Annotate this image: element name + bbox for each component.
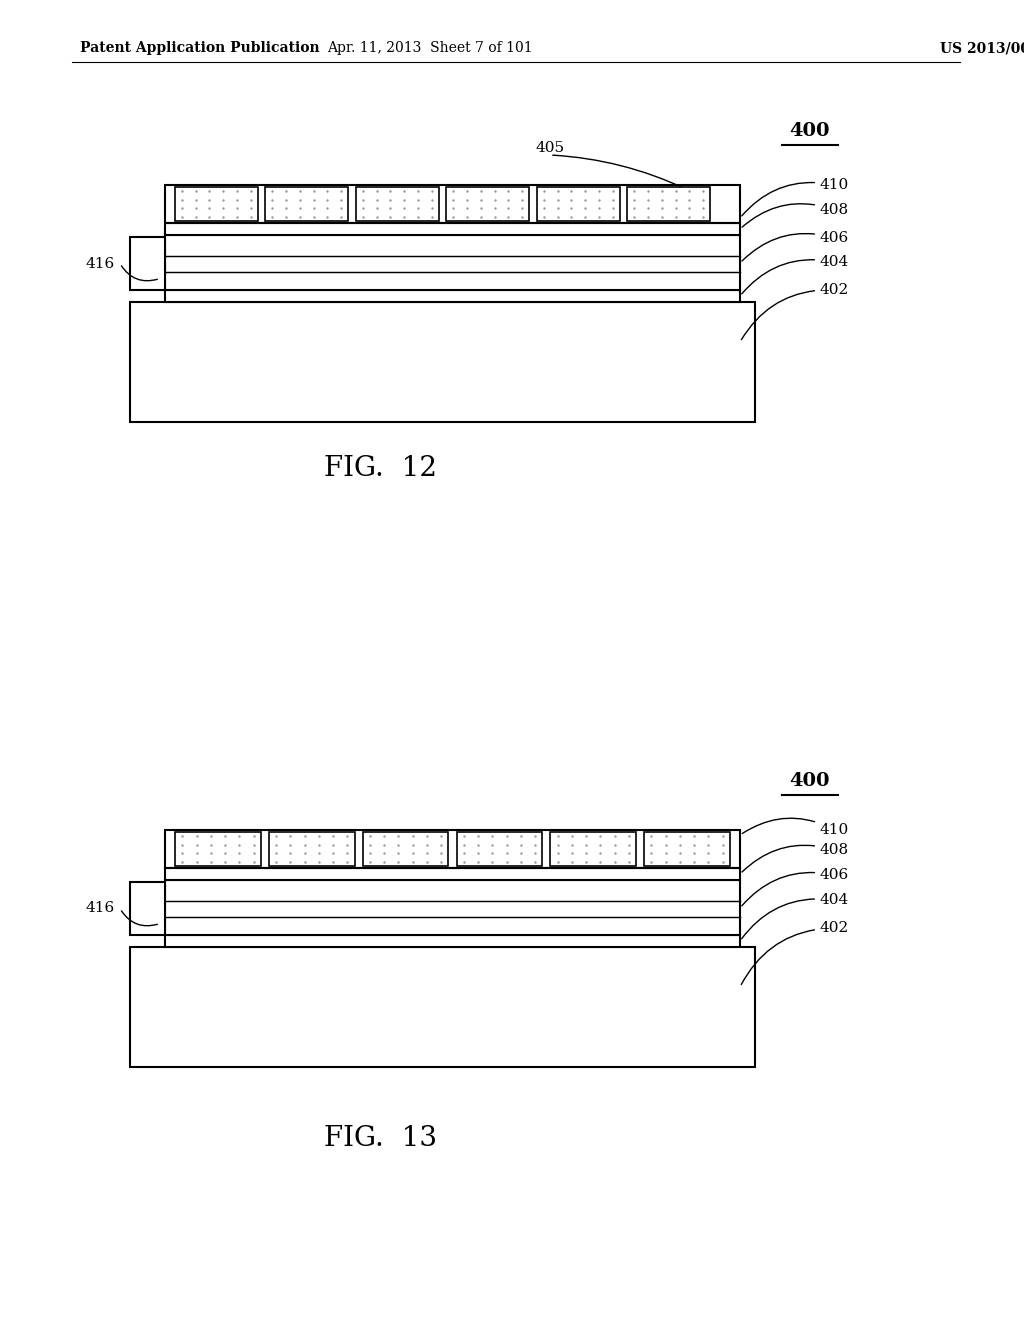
Text: 410: 410 xyxy=(742,818,849,837)
Bar xyxy=(130,882,165,935)
Bar xyxy=(356,187,438,220)
Text: 405: 405 xyxy=(536,141,564,154)
Bar xyxy=(130,302,755,422)
Bar xyxy=(269,832,354,866)
Bar xyxy=(175,832,261,866)
Bar xyxy=(165,935,740,946)
Bar xyxy=(644,832,730,866)
Text: Apr. 11, 2013  Sheet 7 of 101: Apr. 11, 2013 Sheet 7 of 101 xyxy=(328,41,532,55)
Bar xyxy=(165,185,740,223)
Bar xyxy=(175,187,257,220)
Bar xyxy=(446,187,529,220)
Bar xyxy=(165,235,740,290)
Text: 400: 400 xyxy=(790,772,830,789)
Text: 416: 416 xyxy=(86,902,115,916)
Text: 404: 404 xyxy=(741,255,849,294)
Text: 402: 402 xyxy=(741,921,849,985)
Text: 406: 406 xyxy=(742,231,849,261)
Bar xyxy=(265,187,348,220)
Text: 402: 402 xyxy=(741,282,849,339)
Bar xyxy=(362,832,449,866)
Bar xyxy=(130,946,755,1067)
Text: Patent Application Publication: Patent Application Publication xyxy=(80,41,319,55)
Bar xyxy=(165,869,740,880)
Bar xyxy=(130,238,165,290)
Text: 416: 416 xyxy=(86,256,115,271)
Text: US 2013/0087823 A1: US 2013/0087823 A1 xyxy=(940,41,1024,55)
Text: 408: 408 xyxy=(742,203,849,227)
Bar xyxy=(628,187,710,220)
Text: 404: 404 xyxy=(741,894,849,939)
Text: 410: 410 xyxy=(741,178,849,216)
Text: FIG.  13: FIG. 13 xyxy=(324,1125,436,1151)
Text: 406: 406 xyxy=(741,869,849,906)
Bar xyxy=(165,290,740,302)
Bar xyxy=(537,187,620,220)
Bar xyxy=(165,223,740,235)
Bar xyxy=(457,832,543,866)
Text: 408: 408 xyxy=(742,843,849,873)
Text: FIG.  12: FIG. 12 xyxy=(324,454,436,482)
Bar xyxy=(165,830,740,869)
Bar xyxy=(165,880,740,935)
Bar xyxy=(550,832,636,866)
Text: 400: 400 xyxy=(790,121,830,140)
